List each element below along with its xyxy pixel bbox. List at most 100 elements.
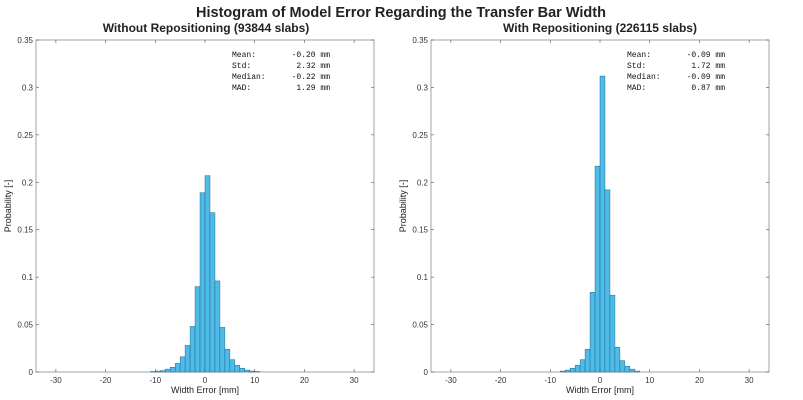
x-axis-ticks: -30 -20 -10 0 10 20 30 [50, 40, 359, 385]
histogram-bar [194, 286, 201, 373]
y-tick-label: 0.05 [412, 321, 428, 330]
histogram-bar [234, 365, 241, 373]
y-axis-ticks: 0 0.05 0.1 0.15 0.2 0.25 0.3 0.35 [412, 36, 769, 377]
stat-value: -0.22 mm [292, 73, 331, 82]
x-axis-label: Width Error [mm] [171, 385, 239, 395]
histogram-bar [155, 370, 161, 373]
figure-title: Histogram of Model Error Regarding the T… [196, 5, 606, 21]
stat-value: -0.09 mm [687, 73, 726, 82]
y-tick-label: 0.2 [22, 178, 34, 187]
histogram-bar [174, 363, 181, 373]
histogram-bar [619, 360, 626, 373]
stat-label: Median: [627, 73, 661, 82]
stat-value: 1.29 mm [296, 84, 330, 93]
y-tick-label: 0.1 [417, 273, 429, 282]
histogram-bar [239, 367, 246, 373]
histogram-bar [249, 370, 255, 373]
stat-value: 0.87 mm [691, 84, 725, 93]
histogram-bar [604, 189, 611, 373]
histogram-bar [209, 212, 216, 373]
stats-box: Mean: -0.09 mm Std: 1.72 mm Median: -0.09 mm M… [627, 51, 725, 93]
x-tick-label: -10 [545, 376, 557, 385]
x-tick-label: -20 [495, 376, 507, 385]
histogram-bar [229, 359, 236, 373]
stat-label: MAD: [232, 84, 251, 93]
histogram-bar [634, 370, 641, 373]
stat-value: -0.20 mm [292, 51, 331, 60]
histogram-bar [164, 368, 171, 373]
histogram-bar [629, 368, 636, 373]
histogram-bar [599, 75, 606, 373]
x-tick-label: -20 [100, 376, 112, 385]
x-tick-label: 20 [300, 376, 309, 385]
panel-with-repositioning: With Repositioning (226115 slabs) -30 -20… [398, 21, 770, 395]
histogram-bar [594, 165, 601, 373]
histogram-bars [559, 75, 641, 373]
histogram-bar [589, 292, 596, 373]
panel-title: With Repositioning (226115 slabs) [503, 21, 697, 35]
y-tick-label: 0.2 [417, 178, 429, 187]
panel-title: Without Repositioning (93844 slabs) [103, 21, 310, 35]
stat-value: -0.09 mm [687, 51, 726, 60]
histogram-bar [584, 348, 591, 373]
histogram-bar [609, 294, 616, 373]
x-tick-label: 0 [203, 376, 208, 385]
x-tick-label: 0 [598, 376, 603, 385]
stat-value: 2.32 mm [296, 62, 330, 71]
stat-label: Median: [232, 73, 266, 82]
histogram-bar [574, 365, 581, 373]
y-tick-label: 0.35 [17, 36, 33, 45]
stat-label: Std: [627, 62, 646, 71]
x-tick-label: 10 [645, 376, 654, 385]
histogram-bar [179, 356, 186, 373]
x-tick-label: 30 [745, 376, 754, 385]
y-tick-label: 0.1 [22, 273, 34, 282]
histogram-bar [160, 370, 166, 373]
stats-box: Mean: -0.20 mm Std: 2.32 mm Median: -0.22 mm M… [232, 51, 330, 93]
stat-label: Std: [232, 62, 251, 71]
y-axis-label: Probability [-] [398, 180, 408, 233]
stat-label: Mean: [232, 51, 256, 60]
histogram-bar [189, 326, 196, 373]
y-tick-label: 0 [424, 368, 429, 377]
y-tick-label: 0.15 [17, 226, 33, 235]
y-tick-label: 0.25 [17, 131, 33, 140]
x-axis-ticks: -30 -20 -10 0 10 20 30 [445, 40, 754, 385]
y-tick-label: 0.15 [412, 226, 428, 235]
x-axis-label: Width Error [mm] [566, 385, 634, 395]
histogram-bar [169, 367, 176, 373]
x-tick-label: -30 [445, 376, 457, 385]
stat-value: 1.72 mm [691, 62, 725, 71]
y-tick-label: 0.35 [412, 36, 428, 45]
y-axis-label: Probability [-] [3, 180, 13, 233]
histogram-bar [614, 347, 621, 373]
histogram-bar [224, 348, 231, 373]
y-axis-ticks: 0 0.05 0.1 0.15 0.2 0.25 0.3 0.35 [17, 36, 374, 377]
histogram-bar [204, 175, 211, 373]
histogram-bar [214, 280, 221, 373]
histogram-bar [199, 192, 206, 373]
x-tick-label: -30 [50, 376, 62, 385]
histogram-bar [579, 359, 586, 373]
panel-without-repositioning: Without Repositioning (93844 slabs) -30-… [3, 21, 375, 395]
stat-label: MAD: [627, 84, 646, 93]
histogram-bar [244, 369, 250, 373]
histogram-bar [624, 366, 631, 373]
x-tick-label: -10 [150, 376, 162, 385]
histogram-bar [569, 367, 576, 373]
x-tick-label: 30 [350, 376, 359, 385]
x-tick-label: 10 [250, 376, 259, 385]
stat-label: Mean: [627, 51, 651, 60]
y-tick-label: 0.3 [417, 83, 429, 92]
y-tick-label: 0.25 [412, 131, 428, 140]
histogram-bars [150, 175, 260, 373]
histogram-bar [559, 370, 566, 373]
histogram-bar [564, 369, 571, 373]
histogram-bar [184, 345, 191, 373]
histogram-bar [219, 327, 226, 373]
y-tick-label: 0.05 [17, 321, 33, 330]
x-tick-label: 20 [695, 376, 704, 385]
y-tick-label: 0 [29, 368, 34, 377]
y-tick-label: 0.3 [22, 83, 34, 92]
